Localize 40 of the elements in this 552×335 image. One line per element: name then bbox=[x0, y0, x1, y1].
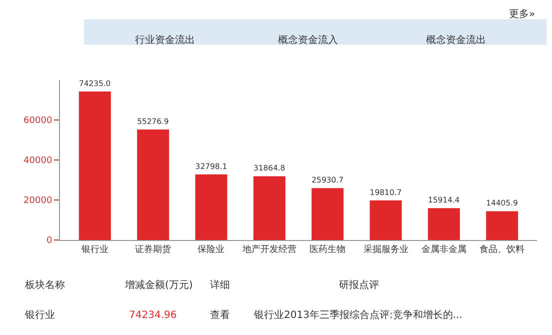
data-label: 19810.7 bbox=[370, 188, 402, 197]
text: 74234.96 bbox=[129, 310, 177, 321]
x-tick-label: 采掘服务业 bbox=[363, 244, 408, 255]
x-tick-label: 地产开发经营 bbox=[241, 244, 296, 255]
y-tick-label: 40000 bbox=[24, 156, 52, 166]
data-label: 32798.1 bbox=[195, 162, 228, 171]
data-label: 31864.8 bbox=[253, 164, 286, 173]
y-tick-label: 60000 bbox=[24, 116, 52, 126]
data-label: 14405.9 bbox=[486, 198, 518, 208]
data-label: 15914.4 bbox=[428, 196, 460, 205]
y-tick-label: 20000 bbox=[24, 196, 52, 206]
text: 查看 bbox=[210, 309, 230, 321]
text: 概念资金流入 bbox=[278, 34, 338, 46]
data-label: 55276.9 bbox=[137, 116, 169, 126]
text: 更多» bbox=[509, 8, 536, 20]
x-tick-label: 保险业 bbox=[198, 244, 225, 255]
bar bbox=[486, 211, 518, 240]
x-tick-label: 医药生物 bbox=[310, 244, 346, 255]
text: 研报点评 bbox=[339, 279, 379, 291]
bar bbox=[195, 174, 228, 240]
bar bbox=[370, 200, 402, 240]
text: 概念资金流出 bbox=[426, 34, 486, 46]
text: 行业资金流出 bbox=[135, 34, 195, 46]
text: 增减金额(万元) bbox=[124, 279, 193, 291]
x-tick-label: 证券期货 bbox=[135, 244, 172, 255]
bar bbox=[253, 176, 286, 240]
data-label: 74235.0 bbox=[78, 78, 111, 88]
text: 板块名称 bbox=[24, 279, 65, 291]
x-tick-label: 金属非金属 bbox=[421, 244, 466, 255]
data-label: 25930.7 bbox=[312, 176, 344, 185]
bar bbox=[137, 129, 170, 240]
bar bbox=[312, 188, 344, 240]
x-tick-label: 食品、饮料 bbox=[480, 244, 525, 255]
x-tick-label: 银行业 bbox=[80, 244, 108, 255]
text: 银行业 bbox=[24, 309, 55, 321]
y-tick-label: 0 bbox=[46, 236, 52, 246]
bar bbox=[428, 208, 460, 240]
text: 详细 bbox=[210, 279, 230, 291]
bar bbox=[78, 92, 111, 240]
text: 银行业2013年三季报综合点评:竞争和增长的... bbox=[253, 309, 462, 321]
